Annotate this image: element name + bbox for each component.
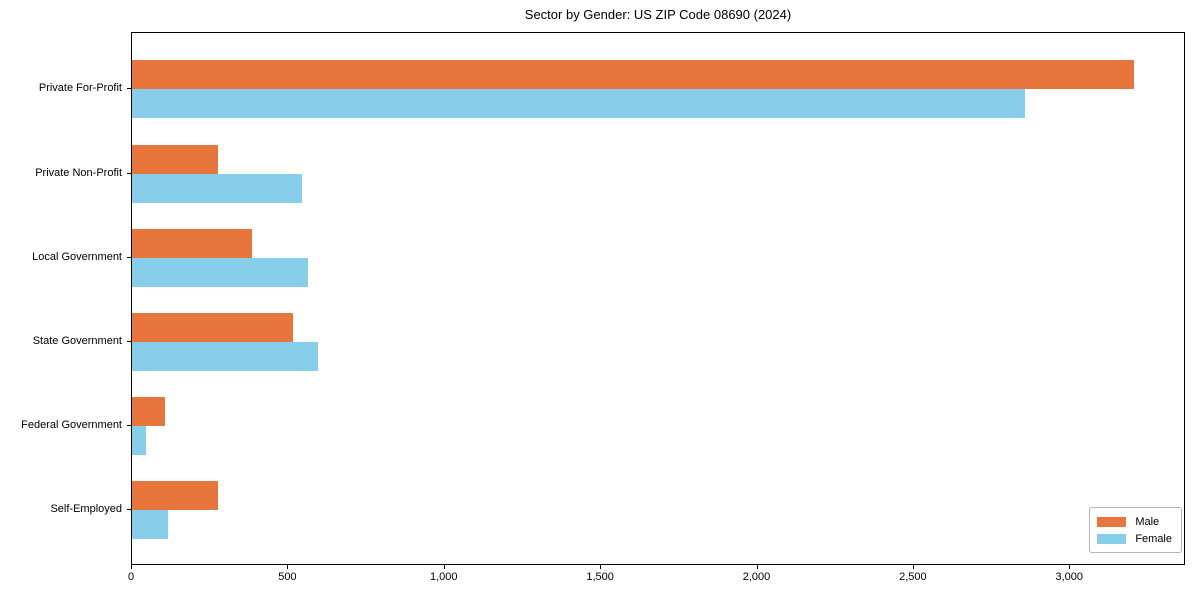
y-tick-mark — [127, 340, 131, 342]
bar-female — [132, 341, 318, 371]
chart-title: Sector by Gender: US ZIP Code 08690 (202… — [524, 7, 792, 22]
legend-swatch-female — [1097, 533, 1127, 544]
x-tick-mark — [131, 565, 132, 569]
x-tick-mark — [600, 565, 602, 569]
x-tick-mark — [756, 565, 758, 569]
legend-label-male: Male — [1135, 515, 1160, 528]
y-tick-label: Private For-Profit — [38, 82, 122, 95]
x-tick-mark — [287, 565, 289, 569]
x-tick-label: 2,000 — [742, 571, 771, 583]
x-tick-label: 2,500 — [899, 571, 927, 583]
x-tick-mark — [443, 565, 445, 569]
y-tick-mark — [127, 424, 131, 426]
legend-row-male: Male — [1097, 513, 1172, 530]
bar-male — [132, 228, 253, 258]
y-tick-mark — [127, 88, 131, 90]
y-tick-label: Private Non-Profit — [35, 166, 122, 179]
bar-male — [132, 60, 1135, 90]
bar-male — [132, 396, 165, 426]
y-tick-mark — [127, 256, 131, 258]
bar-female — [132, 173, 303, 203]
y-tick-label: Federal Government — [21, 418, 122, 431]
x-tick-label: 1,000 — [429, 571, 458, 583]
legend-swatch-male — [1097, 516, 1127, 527]
y-tick-label: Self-Employed — [50, 502, 122, 515]
bar-female — [132, 89, 1025, 119]
x-tick-label: 1,500 — [586, 571, 614, 583]
x-tick-label: 3,000 — [1055, 571, 1084, 583]
y-tick-mark — [127, 172, 131, 174]
x-tick-mark — [1069, 565, 1071, 569]
bar-male — [132, 480, 218, 510]
x-tick-mark — [912, 565, 914, 569]
plot-area — [131, 32, 1185, 565]
legend-row-female: Female — [1097, 530, 1172, 547]
bar-female — [132, 509, 168, 539]
x-tick-label: 500 — [278, 571, 297, 583]
y-tick-mark — [127, 508, 131, 510]
bar-female — [132, 425, 147, 455]
bar-female — [132, 257, 309, 287]
y-tick-label: State Government — [32, 334, 122, 347]
legend-label-female: Female — [1135, 532, 1172, 545]
bar-male — [132, 312, 293, 342]
y-tick-label: Local Government — [32, 250, 122, 263]
legend: Male Female — [1089, 507, 1182, 553]
bar-male — [132, 144, 218, 174]
x-tick-label: 0 — [127, 571, 135, 583]
